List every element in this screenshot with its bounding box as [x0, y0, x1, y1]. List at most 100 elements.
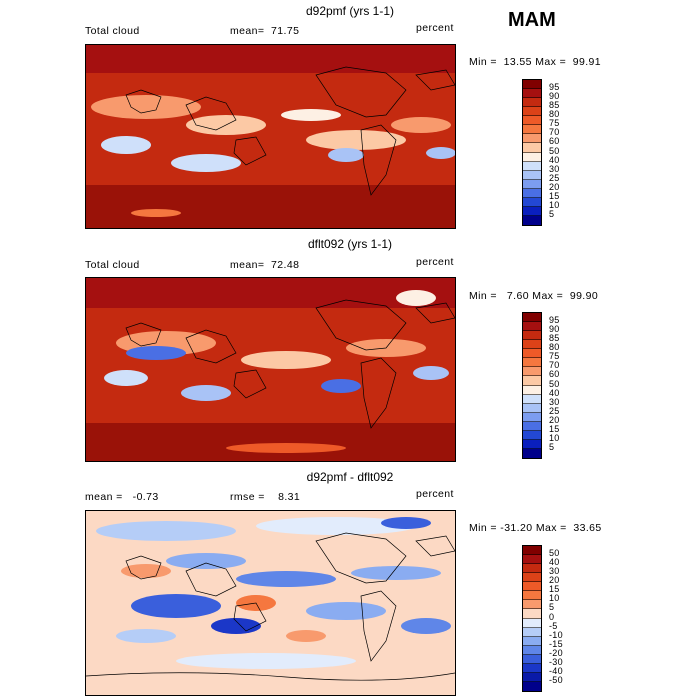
panel-1-mean: mean= 71.75	[230, 25, 300, 37]
colorbar-swatch	[523, 403, 541, 413]
colorbar-swatch	[523, 367, 541, 377]
panel-3-units: percent	[416, 488, 454, 500]
colorbar-swatch	[523, 89, 541, 99]
colorbar-tick-label: 90	[549, 324, 560, 335]
colorbar-tick-label: -40	[549, 665, 563, 676]
colorbar-tick-label: 20	[549, 181, 560, 192]
colorbar-swatch	[523, 188, 541, 198]
colorbar-swatch	[523, 609, 541, 619]
colorbar-tick-label: 85	[549, 100, 560, 111]
colorbar-swatch	[523, 152, 541, 162]
colorbar-tick-label: 10	[549, 593, 560, 604]
panel-3-title: d92pmf - dflt092	[306, 470, 394, 484]
panel-1-title: d92pmf (yrs 1-1)	[305, 4, 395, 18]
colorbar-tick-label: 50	[549, 145, 560, 156]
colorbar-tick-label: 70	[549, 127, 560, 138]
colorbar-tick-label: 20	[549, 414, 560, 425]
colorbar-swatch	[523, 663, 541, 673]
colorbar-tick-label: -30	[549, 656, 563, 667]
panel-2-units: percent	[416, 256, 454, 268]
panel-2-map	[85, 277, 456, 462]
panel-2-mean: mean= 72.48	[230, 259, 300, 271]
colorbar-tick-label: 95	[549, 315, 560, 326]
colorbar-swatch	[523, 600, 541, 610]
colorbar-swatch	[523, 412, 541, 422]
colorbar-tick-label: 50	[549, 378, 560, 389]
colorbar-swatch	[523, 215, 541, 225]
colorbar-swatch	[523, 681, 541, 691]
colorbar-swatch	[523, 340, 541, 350]
colorbar-swatch	[523, 331, 541, 341]
panel-1-map	[85, 44, 456, 229]
colorbar-tick-label: 60	[549, 369, 560, 380]
colorbar-tick-label: -5	[549, 620, 558, 631]
panel-3-mean: mean = -0.73	[85, 491, 159, 503]
colorbar-tick-label: 20	[549, 575, 560, 586]
colorbar-swatch	[523, 197, 541, 207]
colorbar-tick-label: 5	[549, 441, 555, 452]
colorbar-swatch	[523, 179, 541, 189]
colorbar-tick-label: 15	[549, 190, 560, 201]
colorbar-swatch	[523, 582, 541, 592]
panel-1-units: percent	[416, 22, 454, 34]
colorbar-tick-label: 25	[549, 172, 560, 183]
colorbar-tick-label: 40	[549, 154, 560, 165]
colorbar-tick-label: 10	[549, 199, 560, 210]
colorbar-tick-label: 15	[549, 584, 560, 595]
colorbar-swatch	[523, 636, 541, 646]
colorbar-tick-label: 5	[549, 602, 555, 613]
colorbar-tick-label: 85	[549, 333, 560, 344]
colorbar-tick-label: 25	[549, 405, 560, 416]
colorbar-swatch	[523, 116, 541, 126]
panel-2-variable: Total cloud	[85, 259, 140, 271]
panel-2-title: dflt092 (yrs 1-1)	[307, 237, 393, 251]
colorbar-swatch	[523, 421, 541, 431]
colorbar-tick-label: 60	[549, 136, 560, 147]
colorbar-swatch	[523, 358, 541, 368]
colorbar-swatch	[523, 125, 541, 135]
colorbar-swatch	[523, 645, 541, 655]
colorbar-swatch	[523, 313, 541, 323]
colorbar-swatch	[523, 143, 541, 153]
panel-1-colorbar	[522, 79, 542, 226]
colorbar-swatch	[523, 98, 541, 108]
panel-3-rmse: rmse = 8.31	[230, 491, 301, 503]
colorbar-swatch	[523, 394, 541, 404]
colorbar-tick-label: 40	[549, 387, 560, 398]
panel-1-minmax: Min = 13.55 Max = 99.91	[469, 56, 602, 68]
colorbar-swatch	[523, 80, 541, 90]
colorbar-swatch	[523, 134, 541, 144]
colorbar-swatch	[523, 618, 541, 628]
colorbar-tick-label: 15	[549, 423, 560, 434]
colorbar-tick-label: 30	[549, 163, 560, 174]
panel-3-map	[85, 510, 456, 696]
colorbar-swatch	[523, 448, 541, 458]
colorbar-swatch	[523, 385, 541, 395]
colorbar-swatch	[523, 672, 541, 682]
colorbar-tick-label: 5	[549, 208, 555, 219]
colorbar-swatch	[523, 107, 541, 117]
colorbar-swatch	[523, 439, 541, 449]
colorbar-tick-label: 10	[549, 432, 560, 443]
panel-2-colorbar	[522, 312, 542, 459]
colorbar-tick-label: 30	[549, 566, 560, 577]
colorbar-swatch	[523, 170, 541, 180]
colorbar-tick-label: 80	[549, 109, 560, 120]
colorbar-swatch	[523, 627, 541, 637]
colorbar-swatch	[523, 206, 541, 216]
colorbar-tick-label: 75	[549, 351, 560, 362]
colorbar-swatch	[523, 555, 541, 565]
panel-1-variable: Total cloud	[85, 25, 140, 37]
colorbar-swatch	[523, 376, 541, 386]
colorbar-swatch	[523, 573, 541, 583]
colorbar-tick-label: -50	[549, 674, 563, 685]
season-label: MAM	[508, 9, 556, 31]
colorbar-tick-label: 30	[549, 396, 560, 407]
colorbar-tick-label: 80	[549, 342, 560, 353]
panel-2-minmax: Min = 7.60 Max = 99.90	[469, 290, 599, 302]
colorbar-swatch	[523, 430, 541, 440]
colorbar-tick-label: 50	[549, 548, 560, 559]
colorbar-tick-label: 0	[549, 611, 555, 622]
colorbar-tick-label: 40	[549, 557, 560, 568]
colorbar-tick-label: 70	[549, 360, 560, 371]
